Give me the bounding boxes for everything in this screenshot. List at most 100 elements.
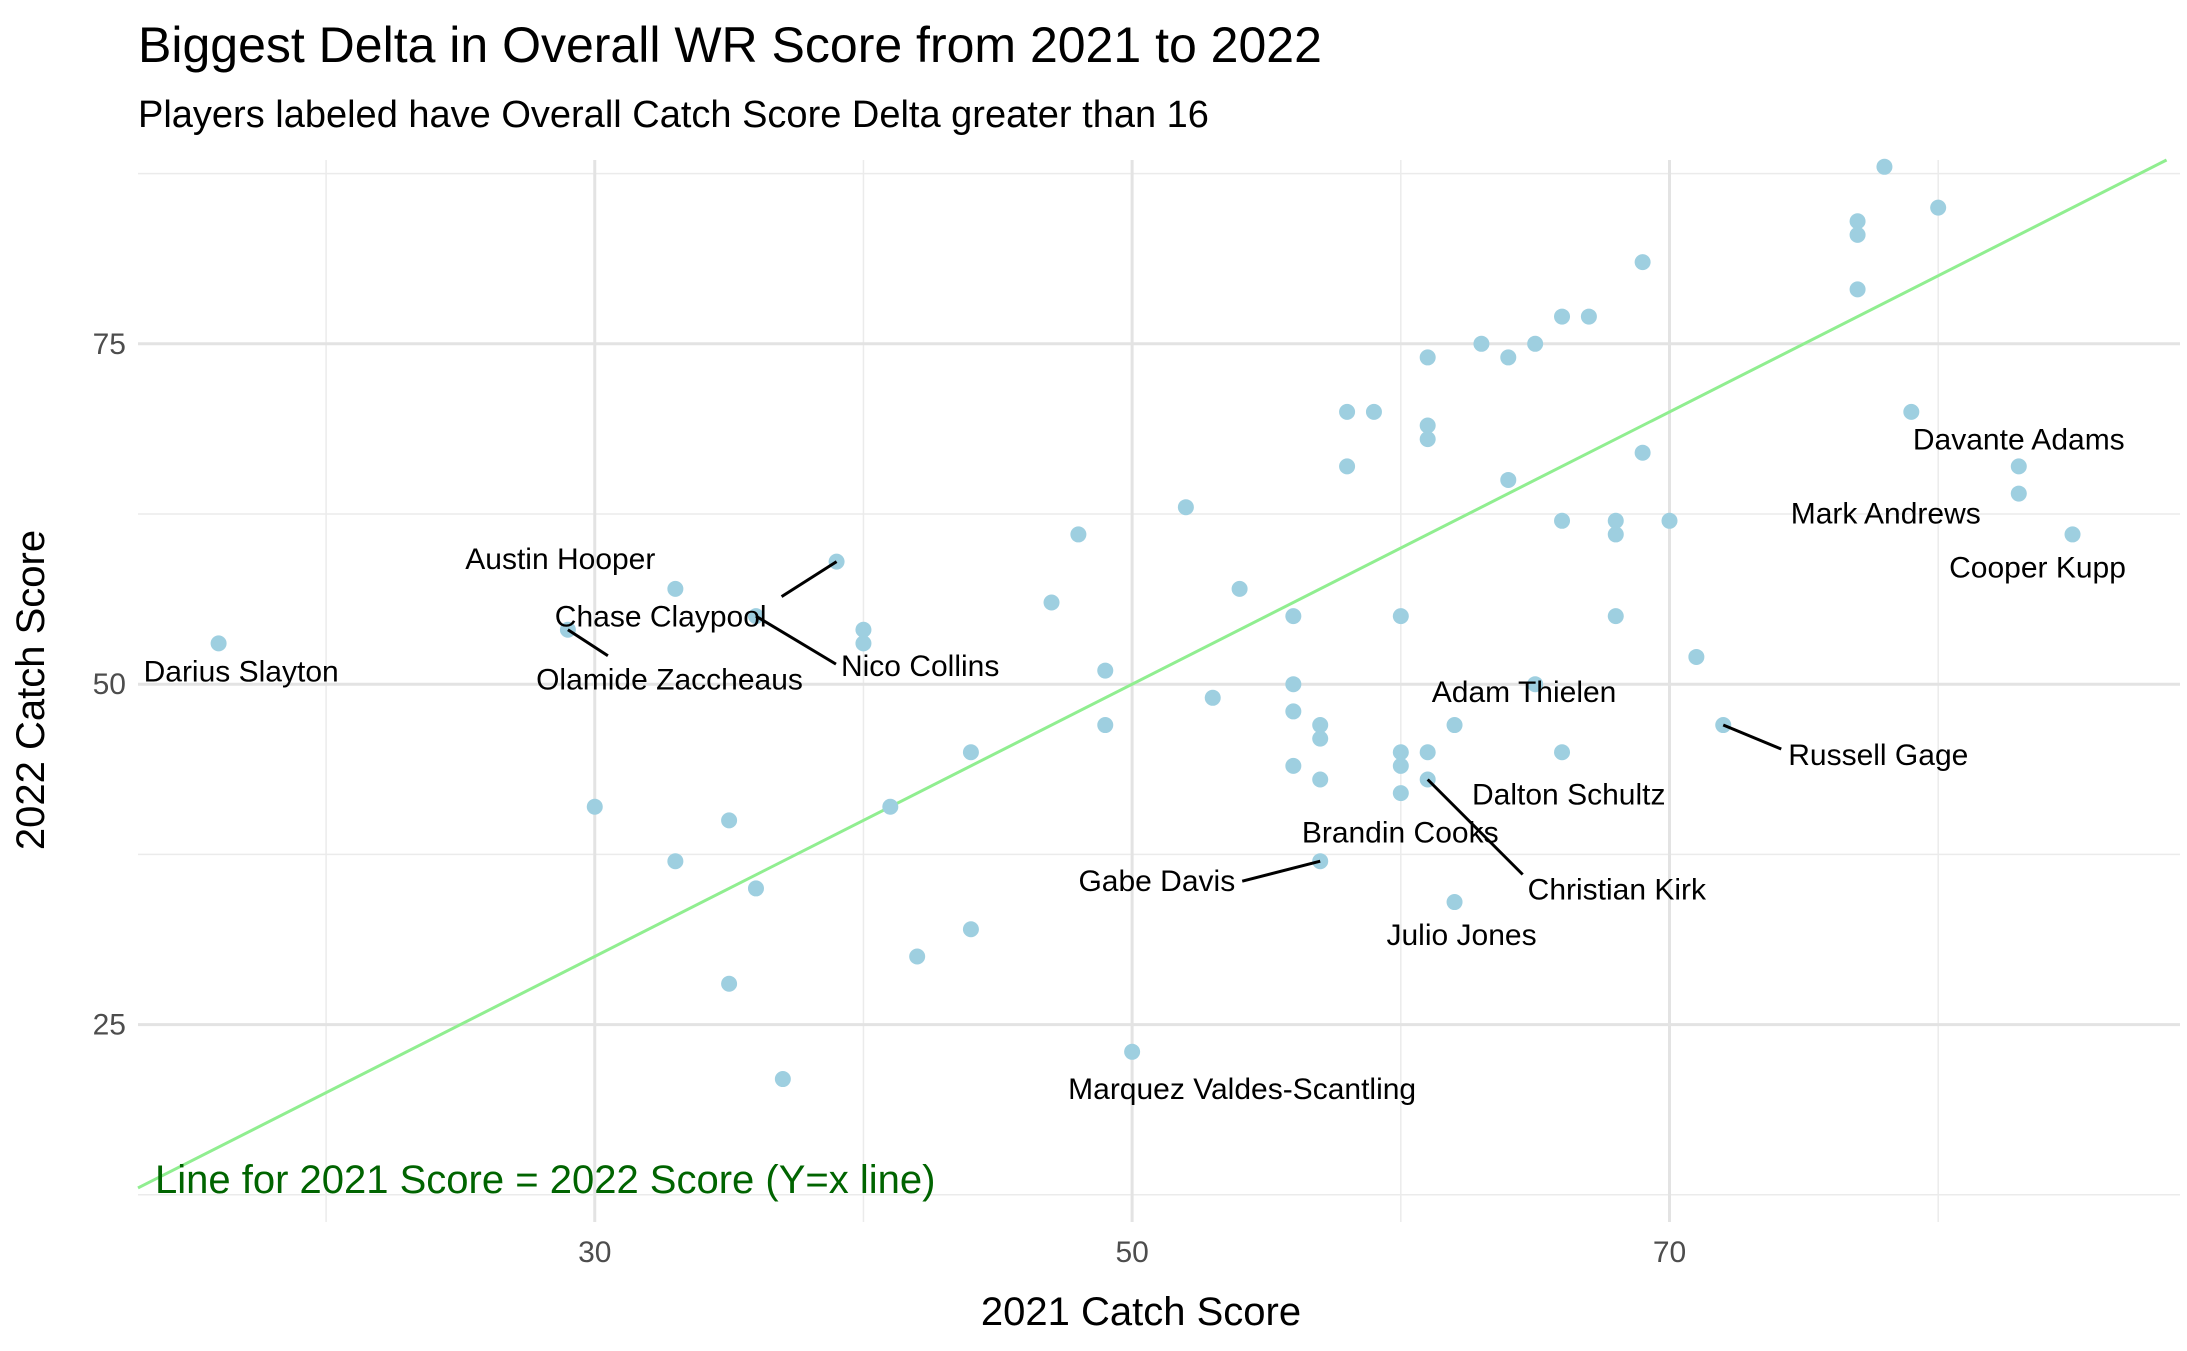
data-point	[962, 921, 979, 938]
data-point	[1500, 349, 1517, 366]
data-point	[667, 580, 684, 597]
leader-line	[755, 614, 837, 666]
data-point	[586, 798, 603, 815]
data-point	[1849, 281, 1866, 298]
data-point	[1661, 512, 1678, 529]
point-label: Julio Jones	[1387, 919, 1537, 952]
x-tick-label: 30	[578, 1236, 611, 1269]
data-point	[1527, 335, 1544, 352]
data-point	[1097, 662, 1114, 679]
data-point	[1419, 431, 1436, 448]
data-point	[1634, 254, 1651, 271]
leader-line	[1722, 723, 1782, 751]
point-label: Chase Claypool	[555, 601, 767, 634]
data-point	[1392, 744, 1409, 761]
data-point	[855, 621, 872, 638]
data-point	[1446, 717, 1463, 734]
data-point	[1419, 744, 1436, 761]
y-axis-title: 2022 Catch Score	[9, 530, 53, 850]
x-axis-title: 2021 Catch Score	[981, 1290, 1301, 1334]
data-point	[1204, 689, 1221, 706]
point-label: Mark Andrews	[1791, 498, 1981, 531]
point-label: Christian Kirk	[1528, 874, 1707, 907]
data-point	[774, 1071, 791, 1088]
point-label: Brandin Cooks	[1302, 817, 1499, 850]
data-point	[1339, 403, 1356, 420]
leader-line	[1241, 859, 1321, 883]
data-point	[1339, 458, 1356, 475]
data-point	[2064, 526, 2081, 543]
data-point	[721, 975, 738, 992]
chart-subtitle: Players labeled have Overall Catch Score…	[138, 94, 1209, 136]
leader-line	[567, 628, 609, 657]
data-point	[1392, 785, 1409, 802]
data-point	[1849, 213, 1866, 230]
data-point	[1285, 608, 1302, 625]
data-point	[1419, 349, 1436, 366]
data-point	[1607, 512, 1624, 529]
data-point	[1419, 417, 1436, 434]
data-point	[1285, 703, 1302, 720]
data-point	[1500, 471, 1517, 488]
data-point	[1473, 335, 1490, 352]
data-point	[1285, 676, 1302, 693]
data-point	[1312, 771, 1329, 788]
minor-gridlines	[138, 160, 2180, 1222]
point-label: Dalton Schultz	[1472, 778, 1665, 811]
data-point	[1177, 499, 1194, 516]
data-point	[882, 798, 899, 815]
reference-line-y-equals-x	[137, 158, 2168, 1190]
data-point	[1392, 608, 1409, 625]
point-label: Cooper Kupp	[1949, 551, 2126, 584]
data-point	[1930, 199, 1947, 216]
data-point	[1634, 444, 1651, 461]
data-point	[1554, 512, 1571, 529]
reference-line-note: Line for 2021 Score = 2022 Score (Y=x li…	[155, 1158, 935, 1202]
data-point	[962, 744, 979, 761]
data-point	[1607, 526, 1624, 543]
leader-line	[1426, 778, 1524, 876]
data-point	[2010, 458, 2027, 475]
x-axis-ticks: 30 50 70	[578, 1236, 1686, 1269]
chart-title: Biggest Delta in Overall WR Score from 2…	[138, 17, 1322, 73]
y-axis-ticks: 25 50 75	[93, 328, 126, 1042]
data-point	[1312, 730, 1329, 747]
data-point	[1446, 894, 1463, 911]
data-point	[1392, 757, 1409, 774]
data-point	[1070, 526, 1087, 543]
point-label: Austin Hooper	[465, 543, 655, 576]
point-label: Davante Adams	[1913, 423, 2125, 456]
point-label: Marquez Valdes-Scantling	[1068, 1073, 1416, 1106]
data-point	[1231, 580, 1248, 597]
data-point	[1527, 676, 1544, 693]
data-point	[1554, 744, 1571, 761]
data-point	[1365, 403, 1382, 420]
leader-line	[780, 560, 838, 598]
data-point	[1554, 308, 1571, 325]
data-point	[1097, 717, 1114, 734]
x-tick-label: 50	[1115, 1236, 1148, 1269]
x-tick-label: 70	[1653, 1236, 1686, 1269]
data-point	[855, 635, 872, 652]
y-tick-label: 25	[93, 1009, 126, 1042]
data-point	[1043, 594, 1060, 611]
y-tick-label: 75	[93, 328, 126, 361]
data-point	[667, 853, 684, 870]
label-leader-lines	[567, 560, 1782, 883]
data-point	[721, 812, 738, 829]
data-point	[1580, 308, 1597, 325]
data-point	[1124, 1043, 1141, 1060]
data-point	[1688, 648, 1705, 665]
data-point	[1312, 717, 1329, 734]
point-label: Gabe Davis	[1078, 865, 1235, 898]
data-point	[909, 948, 926, 965]
data-point	[2010, 485, 2027, 502]
data-point	[1876, 158, 1893, 175]
point-label: Darius Slayton	[144, 655, 339, 688]
y-tick-label: 50	[93, 668, 126, 701]
data-point	[747, 880, 764, 897]
data-point	[1607, 608, 1624, 625]
data-points	[210, 158, 2081, 1088]
